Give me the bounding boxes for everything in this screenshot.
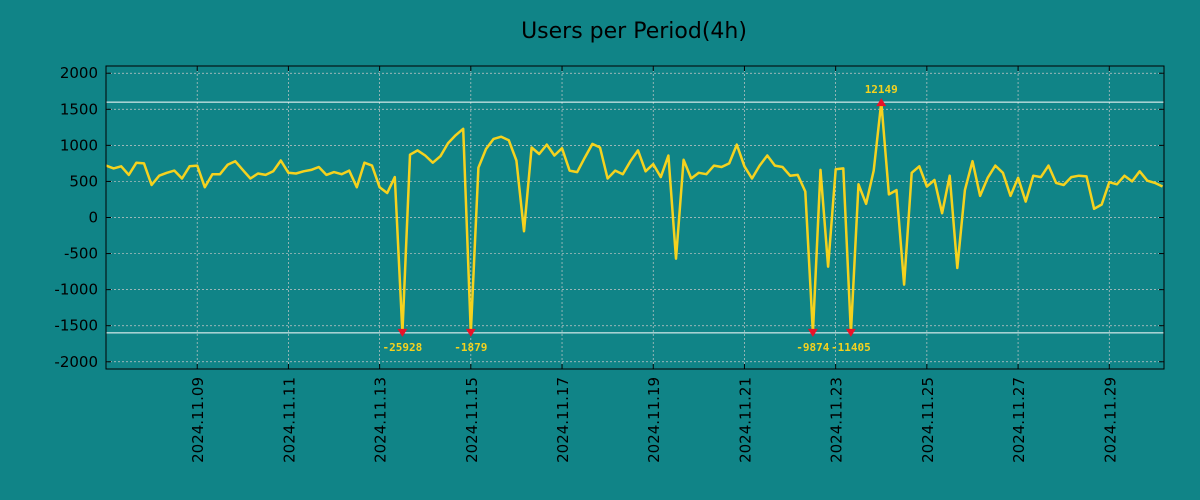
x-tick-label: 2024.11.17 <box>554 377 572 463</box>
annotation-label: -11405 <box>831 341 871 354</box>
x-tick-label: 2024.11.15 <box>463 377 481 463</box>
y-tick-label: 500 <box>69 172 98 190</box>
x-tick-label: 2024.11.23 <box>828 377 846 463</box>
y-tick-label: 1500 <box>60 100 98 118</box>
x-tick-label: 2024.11.09 <box>189 377 207 463</box>
y-tick-label: 0 <box>88 209 98 227</box>
annotation-label: -25928 <box>383 341 423 354</box>
grid-layer <box>106 66 1164 369</box>
x-tick-label: 2024.11.25 <box>919 377 937 463</box>
y-tick-label: -1000 <box>54 281 98 299</box>
marker-layer: -25928 -1879 -9874 -11405 12149 <box>383 83 898 354</box>
extreme-marker <box>807 328 818 337</box>
annotation-label: 12149 <box>865 83 898 96</box>
extreme-marker <box>845 328 856 337</box>
threshold-lines <box>106 101 1164 334</box>
x-tick-label: 2024.11.11 <box>280 377 298 463</box>
y-tick-label: -1500 <box>54 317 98 335</box>
y-tick-label: 2000 <box>60 64 98 82</box>
y-axis: 2000 1500 1000 500 0 -500 -1000 -1500 -2000 <box>54 64 1164 371</box>
extreme-marker <box>465 328 476 337</box>
chart-title: Users per Period(4h) <box>521 19 747 44</box>
x-axis: 2024.11.09 2024.11.11 2024.11.13 2024.11.15… <box>189 66 1119 463</box>
x-tick-label: 2024.11.29 <box>1101 377 1119 463</box>
x-tick-label: 2024.11.21 <box>736 377 754 463</box>
y-tick-label: -2000 <box>54 353 98 371</box>
x-tick-label: 2024.11.13 <box>372 377 390 463</box>
y-tick-label: 1000 <box>60 136 98 154</box>
series-layer <box>106 100 1164 335</box>
series-line <box>106 100 1164 335</box>
extreme-marker <box>397 328 408 337</box>
annotation-label: -1879 <box>454 341 487 354</box>
y-tick-label: -500 <box>64 245 98 263</box>
extreme-marker <box>876 98 887 107</box>
x-tick-label: 2024.11.27 <box>1010 377 1028 463</box>
annotation-label: -9874 <box>796 341 829 354</box>
x-tick-label: 2024.11.19 <box>645 377 663 463</box>
